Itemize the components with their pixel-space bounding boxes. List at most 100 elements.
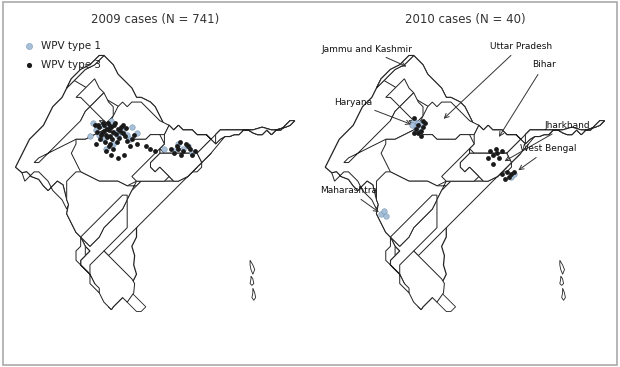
Point <box>490 146 500 152</box>
Point <box>176 152 186 158</box>
Polygon shape <box>16 55 294 310</box>
Polygon shape <box>391 93 423 125</box>
Polygon shape <box>67 167 174 246</box>
Point <box>503 174 513 179</box>
Point <box>99 137 109 142</box>
Point <box>497 171 507 177</box>
Point <box>127 137 137 142</box>
Polygon shape <box>376 55 414 88</box>
Polygon shape <box>151 153 202 181</box>
Point <box>185 146 195 152</box>
Point <box>113 126 123 132</box>
Polygon shape <box>81 195 127 246</box>
Point <box>105 141 115 147</box>
Polygon shape <box>127 293 146 312</box>
Point <box>407 122 417 128</box>
Point <box>414 130 423 136</box>
Polygon shape <box>67 55 104 88</box>
Point <box>102 134 112 140</box>
Point <box>416 134 426 139</box>
Point <box>502 169 512 175</box>
Point <box>509 171 519 177</box>
Point <box>181 141 191 147</box>
Point <box>175 139 185 145</box>
Point <box>497 149 507 155</box>
Point <box>159 146 169 152</box>
Point <box>174 141 184 147</box>
Point <box>25 43 35 49</box>
Polygon shape <box>344 107 418 163</box>
Text: WPV type 3: WPV type 3 <box>41 60 100 70</box>
Point <box>381 212 391 218</box>
Polygon shape <box>132 149 169 181</box>
Polygon shape <box>250 260 255 274</box>
Point <box>94 132 104 138</box>
Point <box>92 141 102 147</box>
Point <box>96 132 106 138</box>
Point <box>108 129 118 135</box>
Point <box>488 152 498 158</box>
Point <box>187 150 197 156</box>
Point <box>509 169 519 175</box>
Point <box>416 122 426 128</box>
Polygon shape <box>381 130 484 186</box>
Polygon shape <box>99 102 169 139</box>
Point <box>109 122 119 128</box>
Polygon shape <box>460 153 512 181</box>
Point <box>104 127 113 133</box>
Point <box>120 152 130 158</box>
Point <box>416 128 426 134</box>
Text: Haryana: Haryana <box>334 98 410 124</box>
Point <box>122 125 131 131</box>
Point <box>131 130 141 136</box>
Point <box>92 127 102 133</box>
Point <box>101 132 111 138</box>
Point <box>488 161 498 167</box>
Polygon shape <box>376 167 484 246</box>
Point <box>97 122 107 128</box>
Polygon shape <box>562 288 565 300</box>
Point <box>379 208 389 214</box>
Polygon shape <box>252 288 255 300</box>
Point <box>104 124 113 130</box>
Point <box>90 122 100 128</box>
Polygon shape <box>400 251 445 310</box>
Point <box>409 130 419 136</box>
Point <box>141 143 151 149</box>
Point <box>107 118 117 124</box>
Point <box>101 149 111 155</box>
Point <box>118 127 128 133</box>
Point <box>409 118 419 124</box>
Point <box>174 146 184 152</box>
Polygon shape <box>67 55 294 158</box>
Polygon shape <box>71 130 174 186</box>
Point <box>113 155 123 161</box>
Point <box>494 155 504 161</box>
Point <box>122 138 132 144</box>
Point <box>110 120 120 126</box>
Point <box>118 122 128 128</box>
Polygon shape <box>525 121 604 144</box>
Point <box>183 143 193 149</box>
Point <box>103 120 113 126</box>
Point <box>107 152 117 158</box>
Point <box>483 155 493 161</box>
Point <box>116 124 126 130</box>
Point <box>88 120 98 126</box>
Polygon shape <box>216 121 294 144</box>
Polygon shape <box>441 149 479 181</box>
Point <box>127 124 137 130</box>
Point <box>414 122 423 128</box>
Text: West Bengal: West Bengal <box>519 144 577 170</box>
Text: Bihar: Bihar <box>500 60 556 136</box>
Text: WPV type 1: WPV type 1 <box>41 41 100 51</box>
Text: Jammu and Kashmir: Jammu and Kashmir <box>322 44 412 66</box>
Polygon shape <box>76 79 104 107</box>
Polygon shape <box>437 293 456 312</box>
Point <box>95 137 105 142</box>
Point <box>169 150 179 156</box>
Point <box>410 126 420 132</box>
Point <box>485 149 495 155</box>
Polygon shape <box>326 55 604 310</box>
Point <box>100 139 110 145</box>
